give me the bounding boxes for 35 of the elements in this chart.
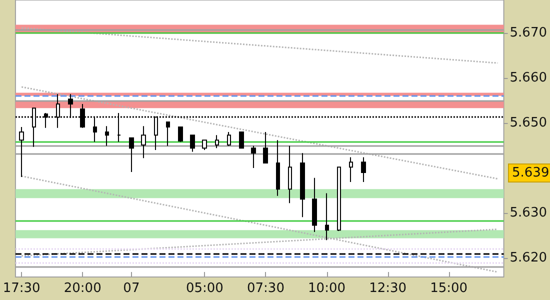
candlestick (239, 131, 244, 149)
candlestick (325, 192, 329, 241)
candlestick (105, 126, 109, 146)
candlestick (190, 134, 195, 152)
candlestick (349, 156, 353, 182)
x-tick-label: 10:00 (308, 281, 346, 296)
candlestick (288, 145, 292, 204)
candlestick (263, 131, 268, 164)
y-tick-label: 5.670 (510, 25, 547, 40)
candlestick (337, 166, 341, 232)
x-tick-label: 12:30 (369, 281, 407, 296)
candlestick (202, 140, 207, 150)
x-tick-label: 20:00 (64, 281, 102, 296)
x-tick-label: 07:30 (246, 281, 284, 296)
candlestick (129, 137, 134, 173)
candlestick (276, 140, 280, 196)
candlestick (361, 156, 366, 182)
candlestick (312, 177, 317, 232)
y-tick-label: 5.630 (510, 206, 547, 221)
y-tick-label: 5.660 (510, 70, 547, 86)
candlestick (251, 145, 256, 168)
x-tick-label: 05:00 (186, 281, 224, 296)
x-tick-label: 15:00 (430, 281, 468, 296)
candlestick (215, 134, 219, 149)
candlestick (178, 126, 183, 142)
candlestick (141, 126, 146, 159)
candlestick (227, 131, 231, 146)
candlestick (300, 152, 305, 218)
x-tick-label: 07 (123, 281, 140, 296)
y-tick-label: 5.650 (510, 115, 547, 130)
x-tick-label: 17:30 (2, 281, 40, 296)
candlestick (19, 126, 24, 178)
y-tick-label: 5.620 (510, 250, 547, 266)
text: 5.639 (512, 166, 550, 181)
candlestick (166, 122, 170, 146)
